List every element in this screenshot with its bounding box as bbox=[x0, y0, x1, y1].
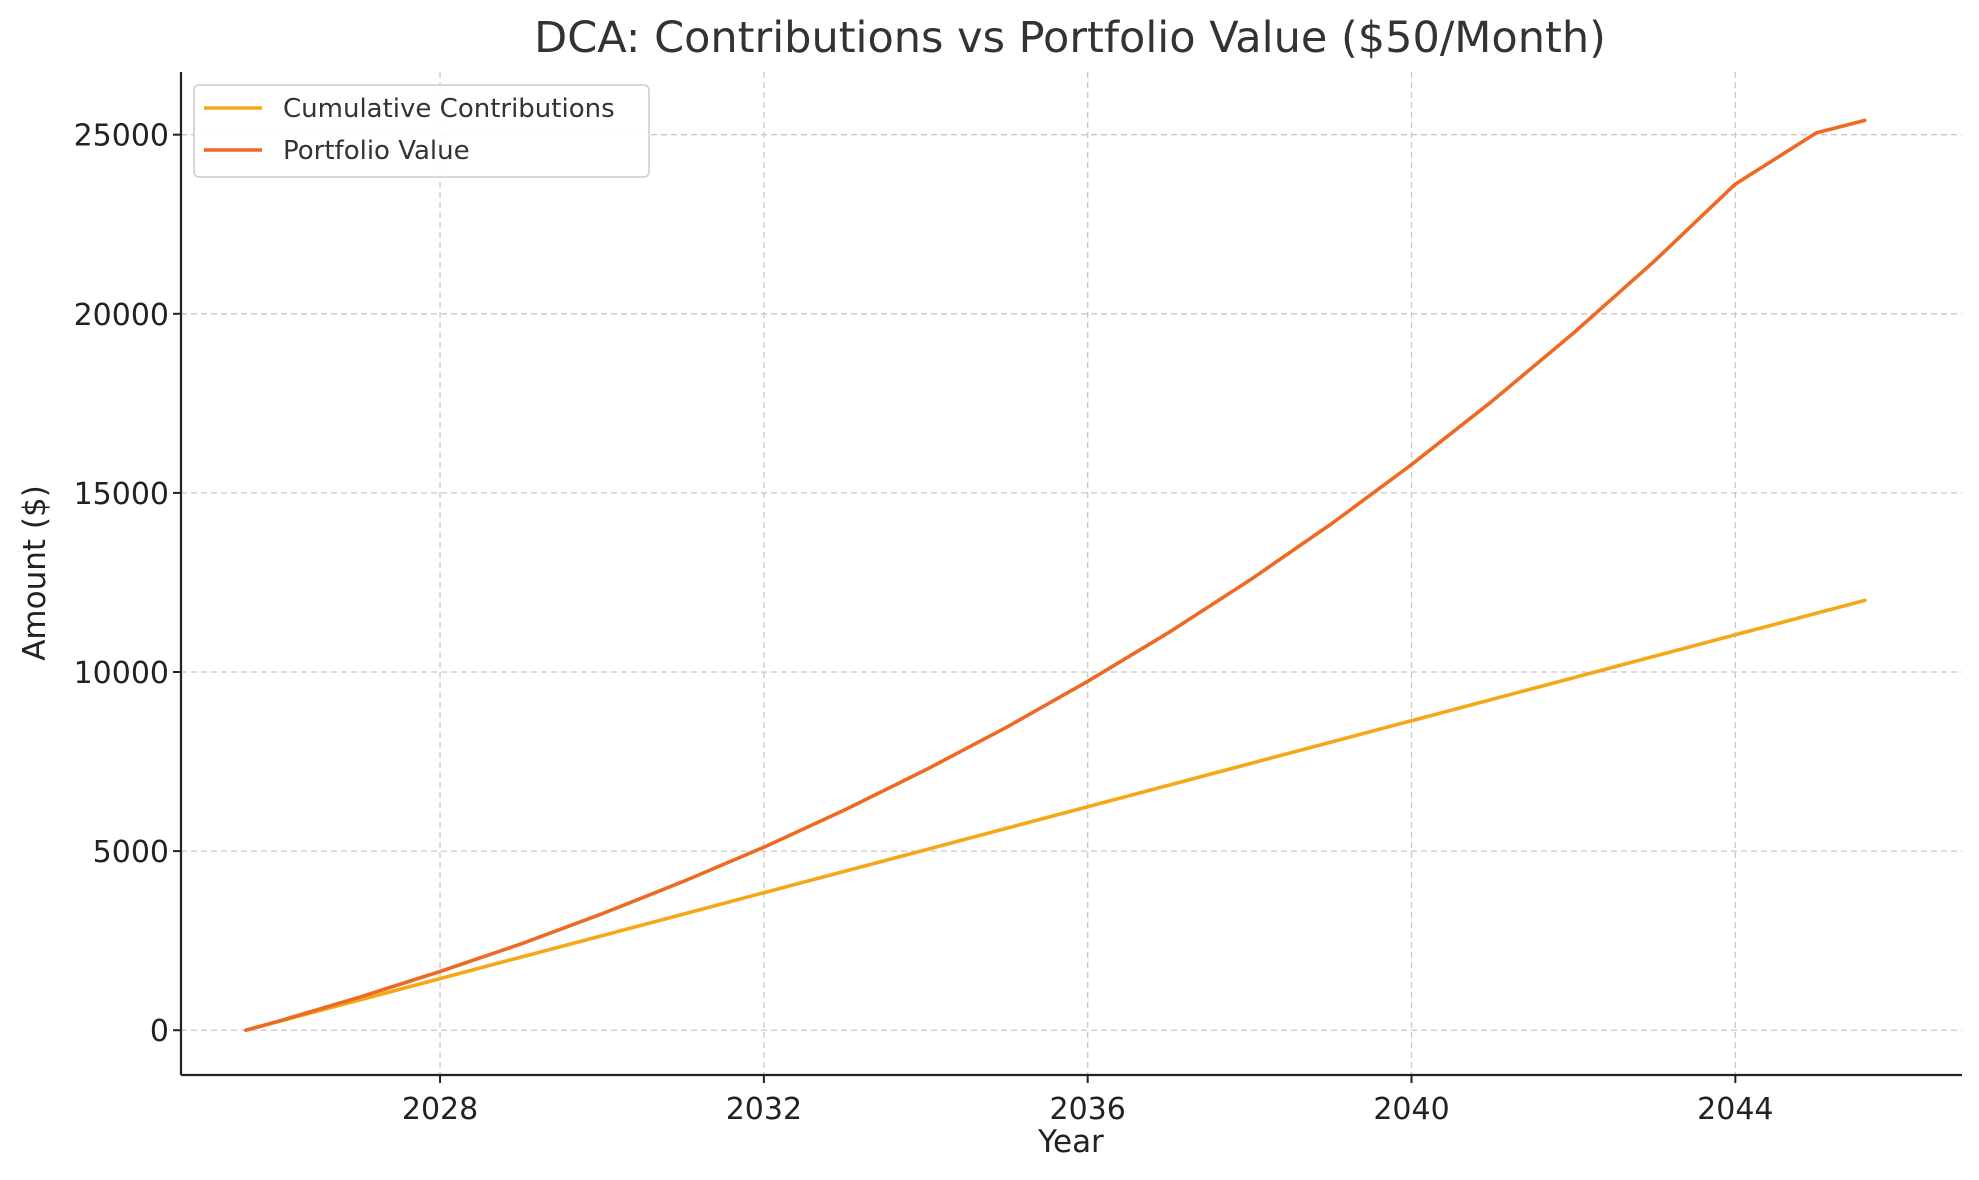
ticks-layer: 2028 2032 2036 2040 2044 0 5000 10000 15000 20000… bbox=[74, 119, 1774, 1127]
legend-label-portfolio-value: Portfolio Value bbox=[283, 136, 470, 166]
cumulative-contributions-line bbox=[244, 598, 1867, 1032]
x-tick-label: 2044 bbox=[1697, 1092, 1773, 1127]
x-tick-label: 2040 bbox=[1373, 1092, 1449, 1127]
y-tick-label: 25000 bbox=[74, 119, 169, 154]
y-tick-label: 0 bbox=[150, 1014, 169, 1049]
grid-layer bbox=[181, 72, 1962, 1075]
axes-layer bbox=[179, 72, 1962, 1077]
legend: Cumulative Contributions Portfolio Value bbox=[193, 84, 650, 178]
y-tick-label: 5000 bbox=[93, 835, 169, 870]
portfolio-value-line bbox=[244, 118, 1867, 1032]
x-tick-label: 2036 bbox=[1050, 1092, 1126, 1127]
y-axis-label: Amount ($) bbox=[17, 485, 53, 661]
chart-title: DCA: Contributions vs Portfolio Value ($… bbox=[534, 13, 1606, 63]
legend-frame bbox=[193, 84, 650, 178]
y-tick-label: 15000 bbox=[74, 477, 169, 512]
x-axis-label: Year bbox=[1037, 1124, 1104, 1160]
x-tick-label: 2028 bbox=[402, 1092, 478, 1127]
y-tick-label: 10000 bbox=[74, 656, 169, 691]
x-tick-label: 2032 bbox=[726, 1092, 802, 1127]
legend-label-cumulative-contributions: Cumulative Contributions bbox=[283, 94, 615, 124]
y-tick-label: 20000 bbox=[74, 298, 169, 333]
series-layer bbox=[244, 118, 1867, 1032]
